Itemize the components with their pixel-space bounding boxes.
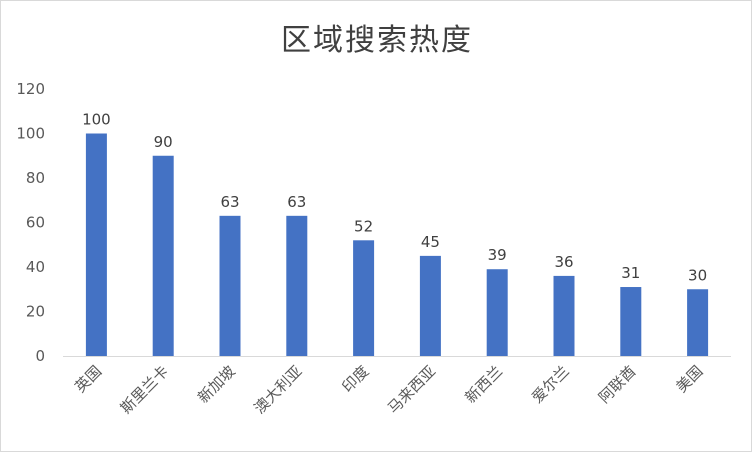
- category-label: 马来西亚: [384, 362, 439, 417]
- bar: [553, 275, 575, 356]
- category-label: 印度: [338, 362, 372, 396]
- y-tick-label: 120: [16, 80, 45, 98]
- data-label: 63: [220, 193, 239, 211]
- bar: [219, 215, 241, 356]
- category-label: 澳大利亚: [250, 362, 305, 417]
- data-label: 52: [354, 217, 373, 235]
- data-label: 45: [421, 233, 440, 251]
- data-label: 100: [82, 111, 111, 129]
- bar: [620, 287, 642, 356]
- category-label: 新加坡: [194, 362, 239, 407]
- bar: [353, 240, 375, 356]
- data-label: 39: [488, 246, 507, 264]
- category-label: 英国: [71, 362, 105, 396]
- y-tick-label: 20: [26, 303, 45, 321]
- y-tick-label: 40: [26, 258, 45, 276]
- y-tick-label: 60: [26, 214, 45, 232]
- bar: [486, 269, 508, 356]
- category-label: 斯里兰卡: [117, 362, 172, 417]
- bar: [286, 215, 308, 356]
- bar: [152, 155, 174, 356]
- chart-title: 区域搜索热度: [281, 23, 473, 58]
- data-label: 90: [154, 133, 173, 151]
- data-label: 63: [287, 193, 306, 211]
- data-label: 36: [554, 253, 573, 271]
- y-tick-label: 80: [26, 169, 45, 187]
- y-tick-label: 0: [35, 347, 45, 365]
- bar: [687, 289, 709, 356]
- data-label: 31: [621, 264, 640, 282]
- category-label: 阿联酋: [595, 362, 640, 407]
- category-label: 爱尔兰: [528, 362, 573, 407]
- data-label: 30: [688, 266, 707, 284]
- category-label: 美国: [672, 362, 706, 396]
- y-tick-label: 100: [16, 125, 45, 143]
- category-label: 新西兰: [461, 362, 506, 407]
- bar: [419, 255, 441, 356]
- bar: [85, 133, 107, 356]
